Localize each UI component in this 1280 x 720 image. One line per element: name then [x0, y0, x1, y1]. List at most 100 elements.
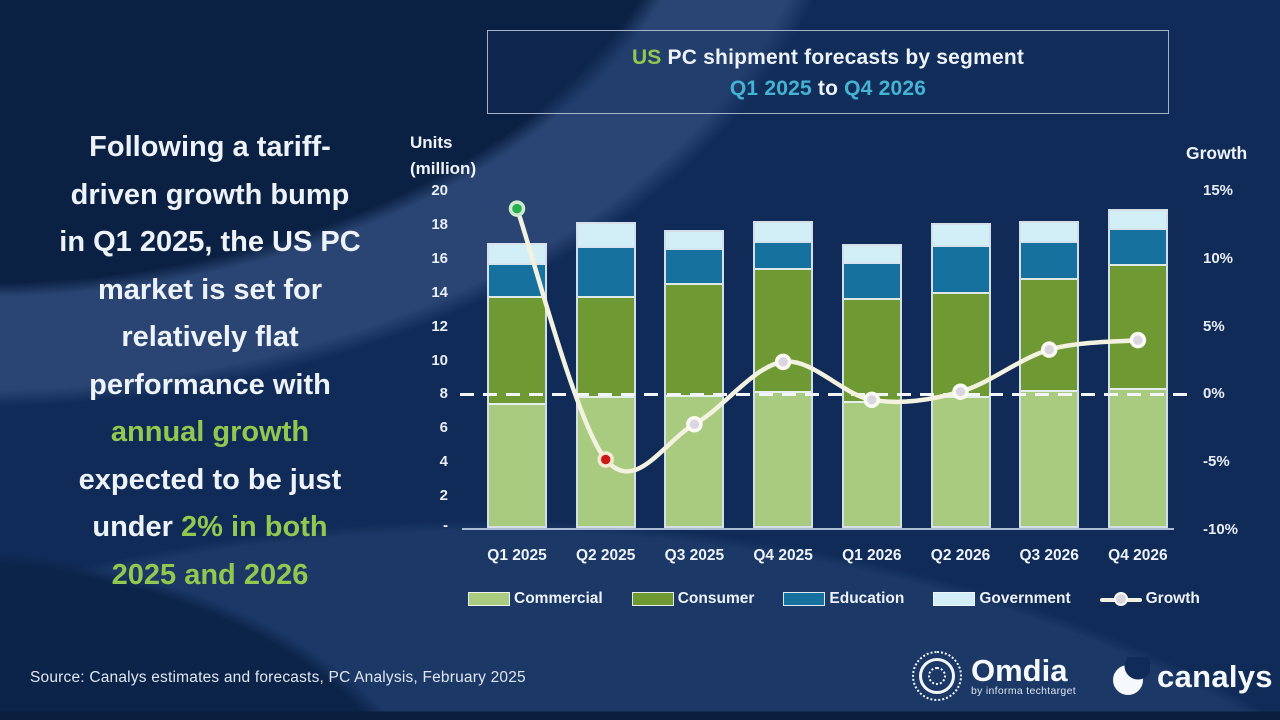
key-message-line: annual growth: [8, 409, 412, 457]
x-axis-label-q3-2026: Q3 2026: [1019, 547, 1079, 564]
y-axis-tick: 10: [431, 351, 448, 369]
right-axis-tick: 5%: [1203, 317, 1225, 335]
omdia-logo-subtext: by informa techtarget: [971, 684, 1076, 697]
y-axis-tick: 16: [431, 249, 448, 267]
bar-segment-government: [1021, 223, 1078, 242]
title-text: US: [631, 46, 662, 69]
bar-q2-2026: [930, 222, 991, 528]
y-axis-tick: 12: [431, 317, 448, 335]
growth-line: [514, 206, 1141, 474]
legend-swatch-commercial: [468, 592, 510, 606]
legend-swatch-education: [783, 592, 826, 606]
bar-segment-consumer: [932, 292, 989, 397]
key-message-line: driven growth bump: [8, 172, 412, 220]
x-axis-label-q4-2026: Q4 2026: [1108, 547, 1168, 564]
right-axis-title: Growth: [1186, 143, 1248, 163]
legend-item-education: Education: [783, 590, 904, 608]
legend-item-consumer: Consumer: [631, 590, 754, 608]
bar-segment-commercial: [755, 391, 812, 526]
canalys-logo: canalys: [1110, 657, 1273, 697]
key-message-text: in Q1 2025, the US PC: [59, 226, 361, 258]
legend-item-commercial: Commercial: [468, 590, 603, 608]
right-axis-tick: -10%: [1203, 521, 1239, 538]
title-text: Q4 2026: [844, 77, 927, 100]
legend-swatch-government: [933, 592, 976, 606]
y-axis-tick: 14: [431, 283, 448, 301]
x-axis-label-q2-2025: Q2 2025: [575, 547, 636, 564]
y-axis-tick: -: [443, 517, 448, 534]
right-axis-tick: 15%: [1203, 182, 1234, 199]
bar-segment-commercial: [1021, 389, 1078, 526]
bar-segment-consumer: [1021, 277, 1078, 390]
bar-segment-education: [577, 246, 634, 296]
bar-segment-government: [843, 246, 900, 262]
key-message-text: 2025 and 2026: [111, 558, 309, 591]
growth-marker-q3-2025: [686, 415, 703, 433]
y-axis-tick: 8: [439, 385, 448, 403]
bar-segment-commercial: [932, 396, 989, 526]
key-message-line: in Q1 2025, the US PC: [8, 219, 412, 267]
bar-segment-education: [755, 241, 812, 268]
key-message-line: 2025 and 2026: [8, 552, 412, 600]
y-axis-tick: 4: [439, 453, 448, 471]
growth-line-layer: [508, 200, 1147, 474]
growth-marker-q2-2025: [597, 451, 614, 468]
bar-segment-consumer: [1109, 264, 1166, 388]
bar-q3-2025: [664, 229, 725, 528]
x-axis-label-q2-2026: Q2 2026: [930, 547, 991, 564]
source-text: Source: Canalys estimates and forecasts,…: [30, 669, 526, 686]
bar-segment-commercial: [1109, 387, 1166, 527]
left-axis-title-line2: (million): [410, 159, 477, 178]
title-text: to: [811, 77, 845, 100]
key-message-line: Following a tariff-: [8, 124, 412, 172]
bar-segment-commercial: [843, 401, 900, 526]
bar-segment-education: [932, 244, 989, 293]
key-message: Following a tariff-driven growth bump in …: [8, 124, 412, 599]
left-axis-title-line1: Units: [410, 133, 453, 152]
right-axis-tick: -5%: [1203, 453, 1230, 471]
key-message-text: annual growth: [110, 416, 310, 448]
legend-label: Growth: [1145, 590, 1200, 607]
growth-marker-q1-2025: [508, 200, 526, 217]
growth-marker-q2-2026: [952, 383, 969, 400]
canalys-logo-text: canalys: [1157, 659, 1273, 694]
title-text: Q1 2025: [729, 77, 812, 100]
legend-item-government: Government: [933, 590, 1071, 608]
bar-segment-government: [932, 224, 989, 245]
key-message-line: expected to be just: [8, 457, 412, 505]
bar-segment-commercial: [489, 402, 545, 526]
omdia-logo-text: Omdia: [971, 652, 1068, 688]
x-axis-label-q3-2025: Q3 2025: [664, 547, 725, 564]
bar-q4-2026: [1107, 209, 1168, 528]
bar-segment-government: [666, 231, 723, 249]
chart-title-box: US PC shipment forecasts by segment Q1 2…: [487, 30, 1169, 114]
x-axis-label-q1-2026: Q1 2026: [842, 547, 902, 564]
omdia-logo: Omdia by informa techtarget: [912, 651, 1076, 701]
legend-growth-marker: [1099, 591, 1142, 607]
right-axis-tick: 0%: [1203, 385, 1225, 403]
bar-segment-consumer: [666, 282, 723, 395]
legend-label: Education: [829, 590, 905, 607]
omdia-logo-icon: [912, 651, 962, 701]
key-message-line: under 2% in both: [8, 504, 412, 552]
canalys-logo-icon: [1113, 657, 1150, 695]
right-axis-tick: 10%: [1203, 249, 1234, 267]
key-message-text: 2% in both: [181, 511, 328, 543]
key-message-line: market is set for: [8, 267, 412, 315]
chart-title-line1: US PC shipment forecasts by segment: [488, 42, 1168, 73]
key-message-line: performance with: [8, 362, 412, 410]
key-message-text: under: [92, 511, 181, 543]
bar-segment-government: [755, 223, 812, 242]
bar-segment-education: [1021, 241, 1078, 278]
growth-marker-q4-2025: [774, 353, 792, 371]
left-axis-title: Units (million): [410, 130, 476, 182]
bar-segment-consumer: [489, 296, 545, 403]
y-axis-tick: 2: [439, 487, 448, 505]
bar-segment-education: [1109, 227, 1166, 265]
bar-segment-education: [843, 261, 900, 298]
legend-label: Government: [979, 590, 1071, 607]
x-axis-label-q4-2025: Q4 2025: [753, 547, 813, 564]
key-message-line: relatively flat: [8, 314, 412, 362]
title-text: PC shipment forecasts by segment: [661, 46, 1025, 69]
